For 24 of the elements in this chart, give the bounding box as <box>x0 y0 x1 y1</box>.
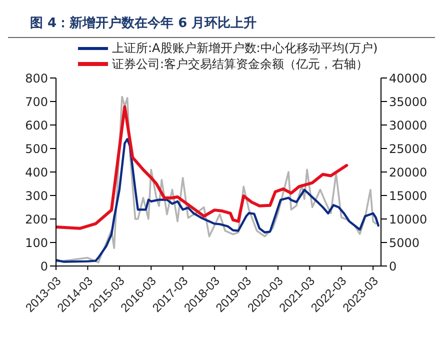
y-tick-label: 200 <box>25 212 48 226</box>
y2-tick-label: 15000 <box>389 188 428 203</box>
y-tick-label: 700 <box>25 94 48 109</box>
y-tick-label: 0 <box>40 259 48 274</box>
line-series <box>56 138 380 263</box>
line-series <box>56 96 377 264</box>
y2-tick-label: 30000 <box>389 118 428 132</box>
y2-tick-label: 40000 <box>389 71 428 86</box>
y-tick-label: 600 <box>25 118 48 132</box>
y-tick-label: 500 <box>25 142 48 156</box>
y2-tick-label: 20000 <box>389 165 428 180</box>
chart-title: 图 4：新增开户数在今年 6 月环比上升 <box>8 8 435 38</box>
y2-tick-label: 35000 <box>389 94 428 109</box>
y2-tick-label: 10000 <box>389 212 428 226</box>
y-tick-label: 300 <box>25 188 48 203</box>
legend-label: 证券公司:客户交易结算资金余额（亿元，右轴） <box>112 56 368 72</box>
y-tick-label: 400 <box>25 165 48 180</box>
y-tick-label: 100 <box>25 236 48 250</box>
y2-tick-label: 25000 <box>389 142 428 156</box>
legend-label: 上证所:A股账户新增开户数:中心化移动平均(万户) <box>112 40 378 56</box>
y2-tick-label: 5000 <box>389 236 420 250</box>
line-series <box>56 105 348 230</box>
y-tick-label: 800 <box>25 71 48 86</box>
y2-tick-label: 0 <box>389 259 397 274</box>
